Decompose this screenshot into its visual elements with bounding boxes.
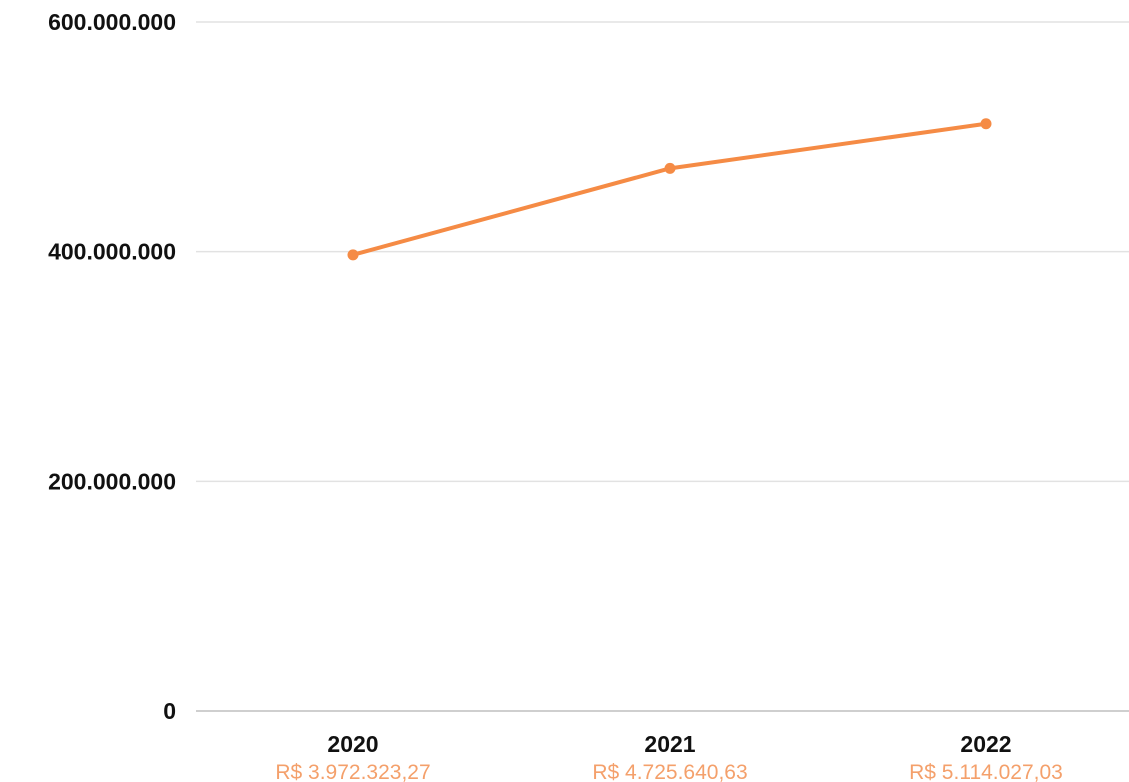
x-tick-label: 2022 <box>960 731 1011 757</box>
y-tick-label: 400.000.000 <box>48 239 176 265</box>
data-label: R$ 4.725.640,63 <box>592 761 747 782</box>
data-labels: R$ 3.972.323,27 R$ 4.725.640,63 R$ 5.114.0… <box>275 761 1063 782</box>
y-tick-label: 0 <box>163 698 176 724</box>
data-label: R$ 3.972.323,27 <box>275 761 430 782</box>
data-label: R$ 5.114.027,03 <box>909 761 1063 782</box>
x-tick-label: 2020 <box>327 731 378 757</box>
data-point <box>980 118 992 130</box>
y-tick-label: 600.000.000 <box>48 9 176 35</box>
y-axis-tick-labels: 0 200.000.000 400.000.000 600.000.000 <box>48 9 176 724</box>
x-tick-label: 2021 <box>644 731 695 757</box>
series-line <box>351 121 988 257</box>
series-line-path <box>351 121 988 257</box>
data-point <box>664 162 676 174</box>
data-points <box>347 118 992 261</box>
data-point <box>347 249 359 261</box>
y-tick-label: 200.000.000 <box>48 468 176 494</box>
x-axis-tick-labels: 2020 2021 2022 <box>327 731 1011 757</box>
